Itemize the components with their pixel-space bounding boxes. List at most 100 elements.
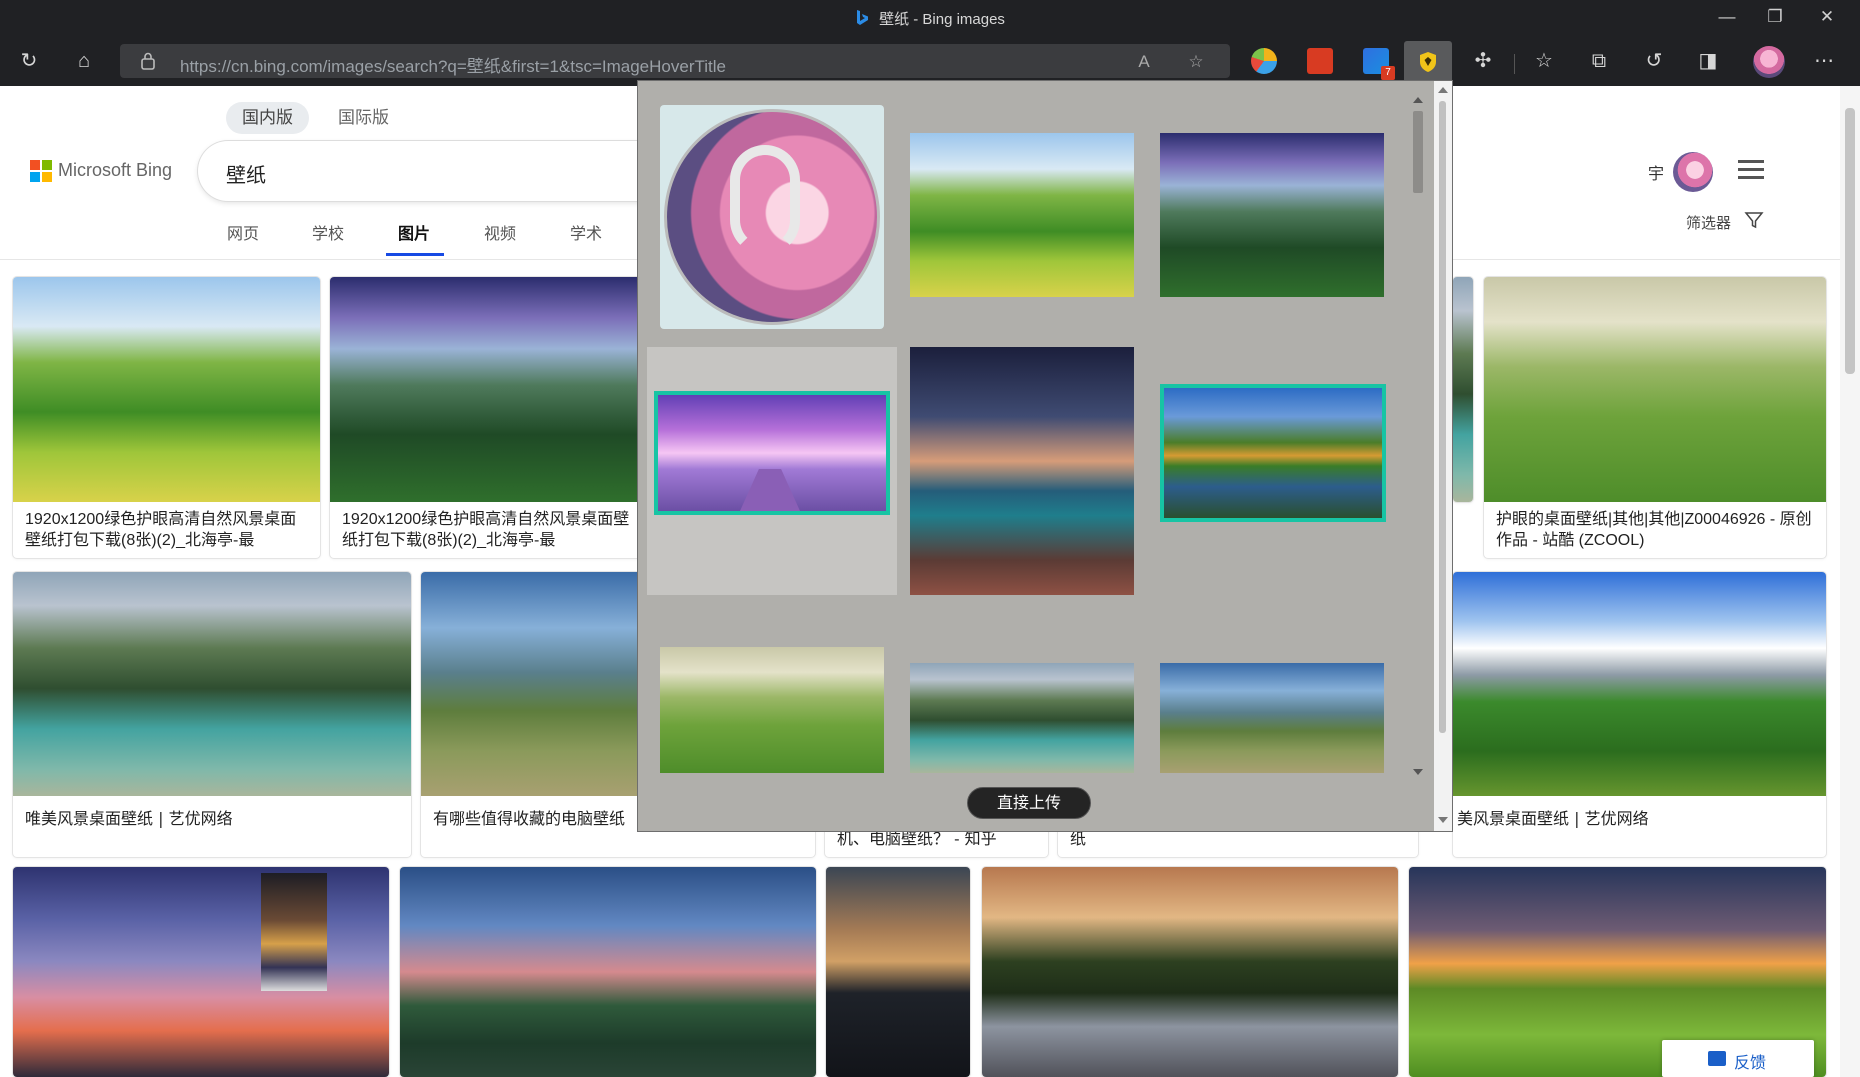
filter-icon[interactable] [1744,210,1764,230]
result-tile[interactable]: 1920x1200绿色护眼高清自然风景桌面壁纸打包下载(8张)(2)_北海亭-最 [330,277,650,558]
result-caption[interactable]: 有哪些值得收藏的电脑壁纸 [433,809,626,828]
result-caption[interactable]: 唯美风景桌面壁纸 | 艺优网络 [25,809,233,828]
result-image[interactable] [13,277,320,502]
result-tile[interactable]: 美风景桌面壁纸 | 艺优网络 [1453,572,1826,857]
result-tile[interactable]: 护眼的桌面壁纸|其他|其他|Z00046926 - 原创作品 - 站酷 (ZCO… [1484,277,1826,558]
outer-scroll-up-arrow-icon[interactable] [1438,87,1448,93]
popup-image-mountain-lake[interactable] [910,663,1134,773]
bing-icon [857,10,869,25]
pier-shape [740,451,800,511]
user-avatar[interactable] [1673,152,1713,192]
result-tile[interactable]: 1920x1200绿色护眼高清自然风景桌面壁纸打包下载(8张)(2)_北海亭-最 [13,277,320,558]
popup-outer-scrollbar-thumb[interactable] [1439,101,1446,733]
scope-tab-international[interactable]: 国际版 [338,108,389,127]
tab-video[interactable]: 视频 [484,224,517,243]
scroll-down-arrow-icon[interactable] [1413,769,1423,775]
favorites-icon[interactable]: ☆ [1535,50,1553,72]
maximize-button[interactable]: ❐ [1767,7,1783,26]
headphones-shape [730,145,800,255]
reload-icon[interactable]: ↻ [20,50,38,72]
page-scrollbar-thumb[interactable] [1845,108,1855,374]
phone-thumbnail [261,873,327,991]
result-tile[interactable]: 唯美风景桌面壁纸 | 艺优网络 [13,572,411,857]
lock-icon [141,52,155,70]
page-scrollbar[interactable] [1840,86,1860,1077]
profile-avatar[interactable] [1753,46,1785,78]
collections-icon[interactable]: ⧉ [1591,50,1607,72]
menu-icon[interactable] [1738,160,1764,180]
history-icon[interactable]: ↺ [1645,50,1663,72]
popup-image-purple-pier[interactable] [658,395,886,511]
popup-image-meadow-tree[interactable] [1160,663,1384,773]
window-titlebar: 壁纸 - Bing images — ❐ ✕ [0,0,1860,36]
popup-image-milky-way-coast[interactable] [910,347,1134,595]
popup-image-misty-hills[interactable] [660,647,884,773]
read-aloud-icon[interactable]: A [1138,52,1150,71]
address-bar[interactable]: https://cn.bing.com/images/search?q=壁纸&f… [120,44,1230,78]
result-image[interactable] [826,867,970,1077]
scope-tab-domestic[interactable]: 国内版 [226,102,309,134]
filter-button[interactable]: 筛选器 [1686,214,1732,232]
add-favorite-icon[interactable]: ☆ [1188,52,1204,71]
extension-badge: 7 [1381,66,1395,80]
search-query[interactable]: 壁纸 [226,165,266,187]
popup-outer-scrollbar[interactable] [1434,81,1452,831]
home-icon[interactable]: ⌂ [77,50,91,72]
browser-toolbar: ↻ ⌂ https://cn.bing.com/images/search?q=… [0,36,1860,86]
popup-image-green-hills[interactable] [910,133,1134,297]
tab-images[interactable]: 图片 [398,224,431,243]
result-tile[interactable] [982,867,1398,1077]
feedback-button[interactable]: 反馈 [1662,1040,1814,1077]
active-tab-indicator [386,253,444,256]
result-image[interactable] [13,867,389,1077]
result-image[interactable] [330,277,650,502]
popup-scrollbar[interactable] [1410,91,1426,781]
tab-academic[interactable]: 学术 [570,224,603,243]
result-image[interactable] [13,572,411,796]
upload-button[interactable]: 直接上传 [967,787,1091,819]
shield-icon [1420,52,1436,72]
result-image[interactable] [1453,572,1826,796]
result-tile[interactable] [400,867,816,1077]
microsoft-logo-icon [30,160,52,182]
scroll-up-arrow-icon[interactable] [1413,97,1423,103]
result-caption[interactable]: 纸 [1070,829,1087,848]
result-image[interactable] [400,867,816,1077]
extensions-icon[interactable]: ✣ [1474,50,1492,72]
result-caption[interactable]: 机、电脑壁纸？ - 知乎 [837,829,997,848]
popup-image-rock-valley[interactable] [1160,133,1384,297]
toolbar-divider [1514,54,1515,74]
result-caption[interactable]: 1920x1200绿色护眼高清自然风景桌面壁纸打包下载(8张)(2)_北海亭-最 [342,511,630,549]
result-image[interactable] [1484,277,1826,502]
extension-popup: 直接上传 [637,80,1453,832]
tab-school[interactable]: 学校 [312,224,345,243]
popup-image-anime-avatar[interactable] [660,105,884,329]
extension-red-icon[interactable] [1307,48,1333,74]
result-tile[interactable] [826,867,970,1077]
extension-color-icon[interactable] [1251,48,1277,74]
result-caption[interactable]: 1920x1200绿色护眼高清自然风景桌面壁纸打包下载(8张)(2)_北海亭-最 [25,511,297,549]
outer-scroll-down-arrow-icon[interactable] [1438,817,1448,823]
popup-image-tree-lake[interactable] [1164,388,1382,518]
result-caption[interactable]: 护眼的桌面壁纸|其他|其他|Z00046926 - 原创作品 - 站酷 (ZCO… [1496,511,1812,549]
tab-web[interactable]: 网页 [227,224,260,243]
split-screen-icon[interactable]: ◨ [1698,50,1718,72]
popup-scrollbar-thumb[interactable] [1413,111,1423,193]
result-tile-partial[interactable] [1453,277,1473,502]
result-tile[interactable] [13,867,389,1077]
url-text[interactable]: https://cn.bing.com/images/search?q=壁纸&f… [180,57,726,76]
logo-text: Microsoft Bing [58,160,173,180]
result-image[interactable] [982,867,1398,1077]
result-image[interactable] [1453,277,1473,502]
user-name[interactable]: 宇 [1648,164,1665,183]
close-button[interactable]: ✕ [1819,7,1835,26]
more-icon[interactable]: ⋯ [1814,50,1834,72]
feedback-label: 反馈 [1734,1053,1767,1072]
extension-blue-icon[interactable]: 7 [1363,48,1395,80]
window-title: 壁纸 - Bing images [0,8,1860,29]
minimize-button[interactable]: — [1718,7,1736,26]
result-caption[interactable]: 美风景桌面壁纸 | 艺优网络 [1457,809,1649,828]
window-title-text: 壁纸 - Bing images [879,11,1005,28]
feedback-icon [1708,1051,1726,1066]
active-extension-button[interactable] [1404,41,1452,83]
